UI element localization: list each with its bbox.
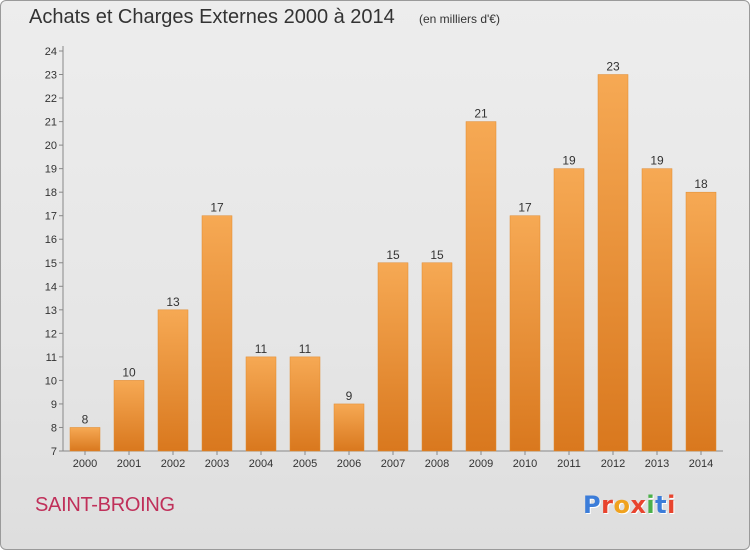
- y-tick-label: 20: [45, 140, 57, 152]
- y-tick-label: 15: [45, 258, 57, 270]
- y-tick-label: 17: [45, 211, 57, 223]
- y-tick-label: 14: [45, 281, 57, 293]
- bar: [465, 121, 497, 452]
- bar-value-label: 9: [346, 389, 353, 403]
- bar-value-label: 17: [518, 201, 532, 215]
- bar-value-label: 8: [82, 412, 89, 426]
- bar-value-label: 18: [694, 177, 708, 191]
- bar-value-label: 10: [122, 365, 136, 379]
- bar: [289, 356, 321, 452]
- x-tick-label: 2007: [381, 458, 405, 470]
- bar-value-label: 17: [210, 201, 224, 215]
- bar-value-label: 13: [166, 295, 180, 309]
- y-tick-label: 13: [45, 305, 57, 317]
- bar: [421, 262, 453, 452]
- y-tick-label: 22: [45, 93, 57, 105]
- x-tick-label: 2010: [513, 458, 537, 470]
- y-tick-label: 19: [45, 164, 57, 176]
- y-tick-label: 24: [45, 46, 57, 58]
- logo-letter: x: [630, 491, 647, 519]
- bar: [201, 215, 233, 452]
- bar: [509, 215, 541, 452]
- x-tick-label: 2011: [557, 458, 581, 470]
- y-tick-label: 12: [45, 328, 57, 340]
- bar-value-label: 11: [299, 342, 312, 356]
- y-tick-label: 11: [46, 352, 57, 364]
- bar-value-label: 15: [386, 248, 400, 262]
- y-tick-label: 8: [51, 422, 57, 434]
- bar-value-label: 15: [430, 248, 444, 262]
- bar-value-label: 19: [562, 154, 576, 168]
- bar: [597, 74, 629, 452]
- bar-value-label: 23: [606, 60, 620, 74]
- x-tick-label: 2002: [161, 458, 185, 470]
- bar: [641, 168, 673, 452]
- x-tick-label: 2001: [117, 458, 141, 470]
- logo-letter: i: [646, 491, 656, 519]
- logo-letter: o: [613, 491, 631, 519]
- bar: [377, 262, 409, 452]
- x-tick-label: 2000: [73, 458, 97, 470]
- logo-letter: i: [667, 491, 676, 519]
- x-tick-label: 2009: [469, 458, 493, 470]
- commune-name: SAINT-BROING: [35, 494, 175, 516]
- bar: [553, 168, 585, 452]
- x-tick-label: 2006: [337, 458, 361, 470]
- bar: [245, 356, 277, 452]
- bar-value-label: 19: [650, 154, 664, 168]
- x-tick-label: 2014: [689, 458, 713, 470]
- chart-subtitle: (en milliers d'€): [419, 12, 500, 26]
- bar-value-label: 21: [474, 107, 488, 121]
- proxiti-logo[interactable]: Proxiti: [583, 491, 676, 519]
- bar-value-label: 11: [255, 342, 268, 356]
- chart-title: Achats et Charges Externes 2000 à 2014: [29, 6, 395, 28]
- logo-letter: P: [583, 491, 602, 519]
- y-tick-label: 10: [45, 375, 57, 387]
- x-tick-label: 2013: [645, 458, 669, 470]
- x-tick-label: 2008: [425, 458, 449, 470]
- bar: [157, 309, 189, 452]
- y-tick-label: 18: [45, 187, 57, 199]
- x-tick-label: 2004: [249, 458, 273, 470]
- x-tick-label: 2003: [205, 458, 229, 470]
- y-tick-label: 21: [45, 117, 57, 129]
- bar: [333, 403, 365, 452]
- x-tick-label: 2005: [293, 458, 317, 470]
- logo-letter: r: [601, 491, 614, 519]
- y-tick-label: 7: [51, 446, 57, 458]
- y-tick-label: 9: [51, 399, 57, 411]
- x-tick-label: 2012: [601, 458, 625, 470]
- bar: [685, 191, 717, 452]
- bar: [113, 380, 145, 452]
- bar: [69, 427, 101, 452]
- y-tick-label: 23: [45, 70, 57, 82]
- y-tick-label: 16: [45, 234, 57, 246]
- logo-letter: t: [655, 491, 668, 519]
